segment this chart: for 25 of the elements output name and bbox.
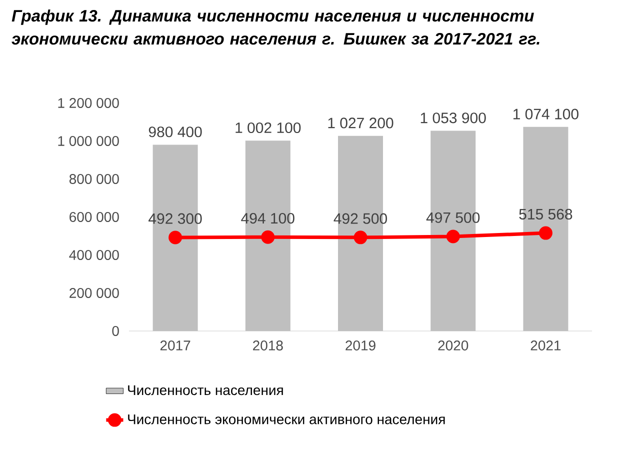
- data-label: 1 053 900: [420, 112, 486, 124]
- x-tick-label: 2020: [438, 340, 468, 350]
- data-label: 492 500: [334, 213, 387, 224]
- data-label: 1 027 200: [328, 118, 394, 128]
- x-tick-label: 2021: [530, 340, 561, 350]
- data-label: 515 568: [519, 208, 572, 220]
- x-tick-label: 2018: [253, 340, 283, 350]
- data-label: 494 100: [241, 212, 294, 224]
- x-tick-label: 2017: [160, 340, 190, 350]
- y-tick-label: 1 000 000: [58, 136, 119, 146]
- y-tick-label: 600 000: [70, 212, 119, 222]
- chart-title: График 13. Динамика численности населения и численности экономически активного населения г. Бишкек за 2017-2021 гг.: [12, 10, 540, 45]
- y-tick-label: 200 000: [70, 288, 119, 298]
- x-tick-label: 2019: [346, 340, 376, 350]
- y-tick-label: 1 200 000: [58, 98, 119, 108]
- y-tick-label: 800 000: [69, 174, 119, 184]
- legend-label: Численность экономически активного населения: [128, 414, 445, 424]
- y-tick-label: 0: [112, 326, 119, 336]
- data-label: 497 500: [426, 212, 480, 223]
- y-tick-label: 400 000: [69, 250, 119, 260]
- data-label: 1 002 100: [236, 122, 301, 134]
- data-label: 492 300: [148, 213, 202, 224]
- data-label: 1 074 100: [513, 108, 578, 120]
- data-label: 980 400: [148, 126, 202, 138]
- legend-label: Численность населения: [128, 385, 283, 396]
